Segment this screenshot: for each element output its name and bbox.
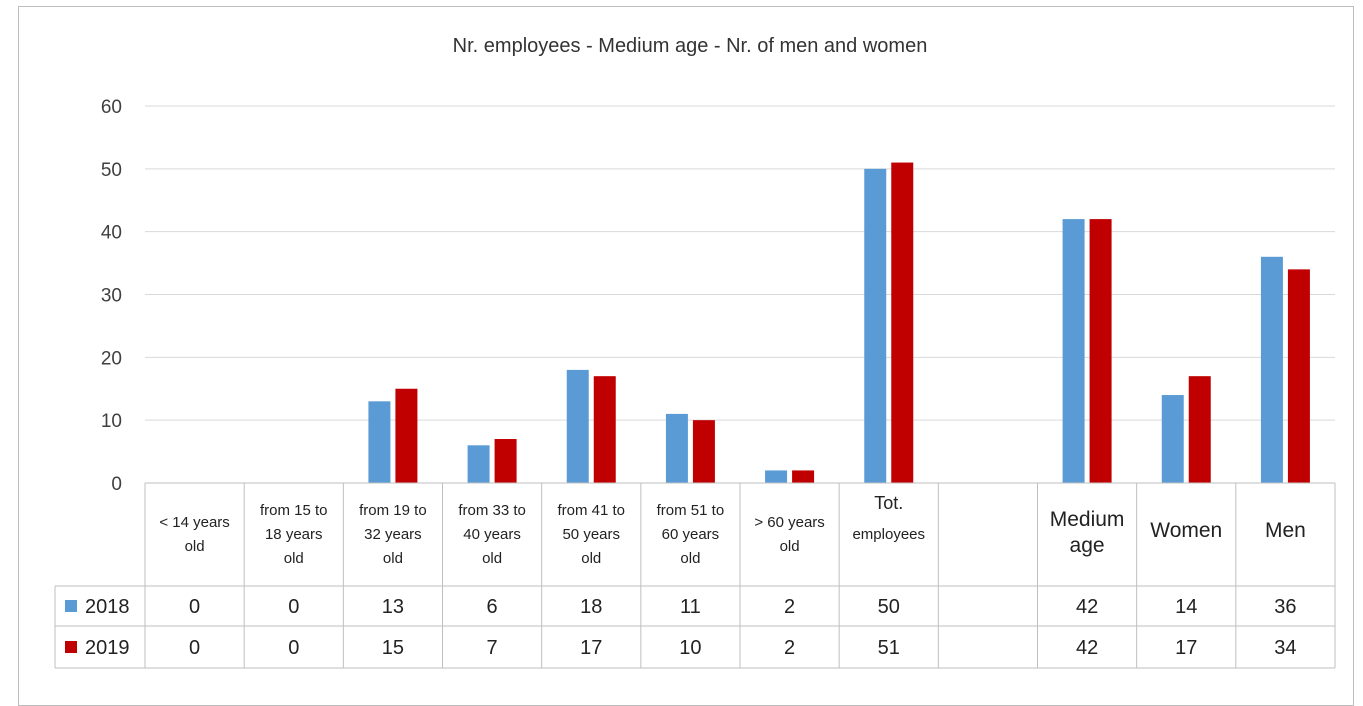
bar-2018 bbox=[765, 470, 788, 483]
data-table-value: 0 bbox=[288, 596, 299, 618]
category-label: 32 years bbox=[364, 526, 422, 543]
legend-label-2019: 2019 bbox=[85, 637, 130, 659]
category-label: old bbox=[284, 550, 304, 567]
data-table-value: 11 bbox=[680, 596, 701, 618]
category-label: 40 years bbox=[463, 526, 521, 543]
y-tick-label: 40 bbox=[101, 223, 122, 244]
category-label: Women bbox=[1150, 519, 1222, 542]
data-table-value: 17 bbox=[580, 637, 602, 659]
bar-2019 bbox=[593, 376, 616, 483]
data-table-value: 13 bbox=[382, 596, 404, 618]
bar-2019 bbox=[494, 439, 517, 483]
bar-2018 bbox=[467, 445, 490, 483]
bar-2019 bbox=[692, 420, 715, 483]
y-tick-label: 60 bbox=[101, 97, 122, 118]
data-table-value: 36 bbox=[1274, 596, 1296, 618]
bar-2019 bbox=[891, 162, 914, 484]
chart-title: Nr. employees - Medium age - Nr. of men … bbox=[453, 35, 928, 57]
bar-2019 bbox=[1089, 219, 1112, 483]
data-table-value: 0 bbox=[189, 596, 200, 618]
category-label: Medium bbox=[1050, 508, 1125, 531]
y-tick-label: 10 bbox=[101, 411, 122, 432]
bar-2019 bbox=[1287, 269, 1310, 483]
bar-2018 bbox=[368, 401, 391, 483]
category-label: 18 years bbox=[265, 526, 323, 543]
category-label: from 19 to bbox=[359, 502, 427, 519]
data-table-value: 42 bbox=[1076, 637, 1098, 659]
category-label: 60 years bbox=[662, 526, 720, 543]
legend-swatch-2019 bbox=[65, 641, 77, 653]
y-tick-label: 50 bbox=[101, 160, 122, 181]
category-label: > 60 years bbox=[754, 514, 824, 531]
category-label: 50 years bbox=[562, 526, 620, 543]
data-table-value: 6 bbox=[487, 596, 498, 618]
category-label: old bbox=[482, 550, 502, 567]
data-table-value: 0 bbox=[189, 637, 200, 659]
data-table-value: 42 bbox=[1076, 596, 1098, 618]
category-label: old bbox=[383, 550, 403, 567]
bar-2018 bbox=[1062, 219, 1085, 483]
bar-2019 bbox=[395, 388, 418, 483]
category-label: old bbox=[185, 538, 205, 555]
data-table-value: 7 bbox=[487, 637, 498, 659]
category-label: old bbox=[581, 550, 601, 567]
data-table-value: 50 bbox=[878, 596, 900, 618]
bar-2018 bbox=[864, 168, 887, 484]
category-label: old bbox=[680, 550, 700, 567]
category-label: Men bbox=[1265, 519, 1306, 542]
bar-2018 bbox=[1161, 395, 1184, 483]
data-table-value: 2 bbox=[784, 596, 795, 618]
category-label: employees bbox=[852, 526, 925, 543]
y-tick-label: 0 bbox=[111, 474, 122, 495]
bar-2018 bbox=[566, 369, 589, 483]
category-label: from 41 to bbox=[557, 502, 625, 519]
bar-2018 bbox=[665, 413, 688, 483]
bar-chart: Nr. employees - Medium age - Nr. of men … bbox=[54, 35, 1336, 669]
data-table-value: 51 bbox=[878, 637, 900, 659]
legend-label-2018: 2018 bbox=[85, 596, 130, 618]
category-label: from 33 to bbox=[458, 502, 526, 519]
category-label: age bbox=[1070, 534, 1105, 557]
data-table-value: 15 bbox=[382, 637, 404, 659]
data-table-value: 17 bbox=[1175, 637, 1197, 659]
category-label: Tot. bbox=[874, 493, 903, 513]
data-table-value: 14 bbox=[1175, 596, 1197, 618]
category-label: < 14 years bbox=[159, 514, 229, 531]
data-table-value: 2 bbox=[784, 637, 795, 659]
y-tick-label: 20 bbox=[101, 348, 122, 369]
bar-2019 bbox=[792, 470, 815, 483]
bar-2018 bbox=[1260, 256, 1283, 483]
y-tick-label: 30 bbox=[101, 286, 122, 307]
data-table-value: 0 bbox=[288, 637, 299, 659]
legend-swatch-2018 bbox=[65, 600, 77, 612]
category-label: from 51 to bbox=[657, 502, 725, 519]
category-label: from 15 to bbox=[260, 502, 328, 519]
data-table-value: 18 bbox=[580, 596, 602, 618]
data-table-value: 34 bbox=[1274, 637, 1296, 659]
data-table-value: 10 bbox=[679, 637, 701, 659]
category-label: old bbox=[780, 538, 800, 555]
bar-2019 bbox=[1188, 376, 1211, 483]
